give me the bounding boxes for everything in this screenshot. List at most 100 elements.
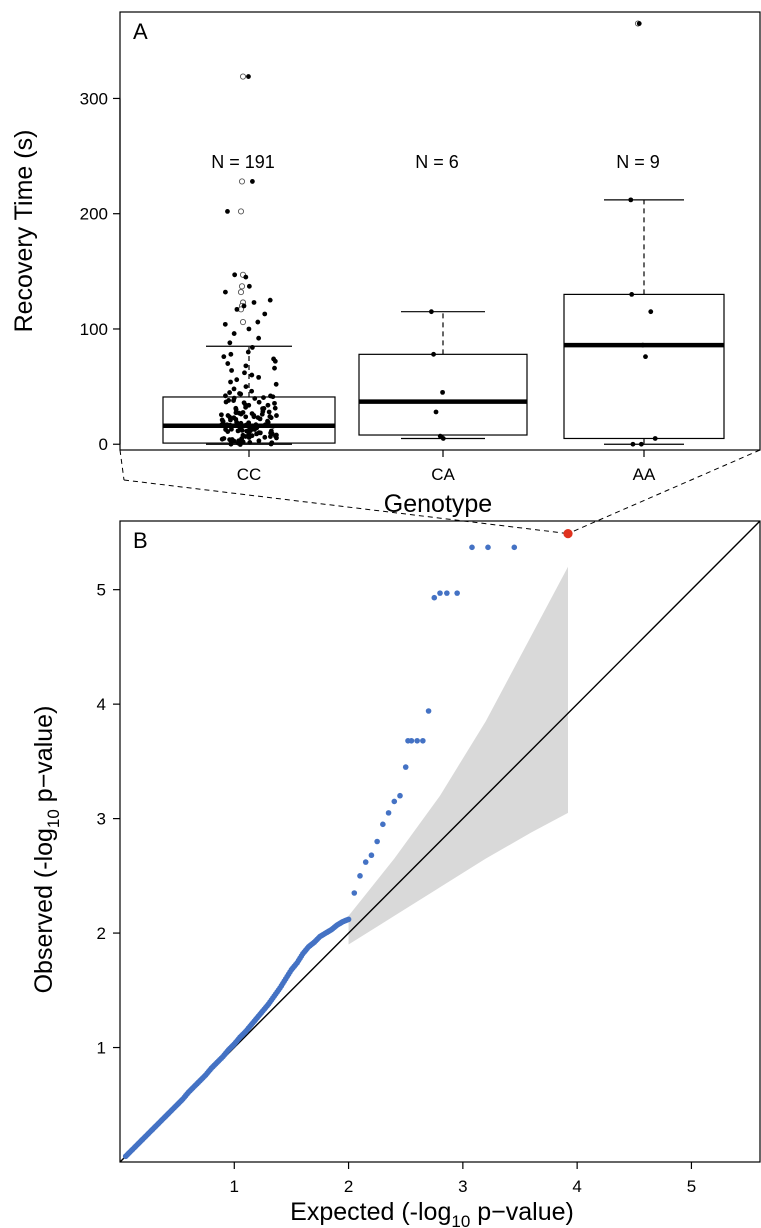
- data-point: [228, 417, 233, 423]
- qq-point: [469, 544, 475, 551]
- data-point: [221, 354, 227, 360]
- panel-a-y-tick-label: 300: [80, 89, 108, 108]
- data-point: [257, 430, 263, 436]
- connector-right: [567, 449, 761, 535]
- panel-a-x-tick-label: AA: [633, 465, 656, 484]
- data-point: [225, 361, 231, 366]
- qq-point: [431, 594, 438, 601]
- data-point: [638, 441, 644, 447]
- data-point: [243, 384, 249, 390]
- data-point: [245, 349, 251, 355]
- data-point: [232, 272, 238, 278]
- box-ca: [358, 311, 528, 440]
- data-point: [247, 439, 253, 445]
- data-point: [241, 303, 247, 309]
- panel-b-y-tick-label: 1: [97, 1039, 106, 1058]
- panel-a-x-axis: CC CA AA: [237, 450, 656, 484]
- data-point: [222, 289, 228, 295]
- data-point: [652, 436, 658, 441]
- panel-b-x-tick-label: 4: [572, 1177, 581, 1196]
- panel-a-letter: A: [133, 19, 148, 44]
- data-point: [255, 415, 261, 421]
- qq-point: [420, 737, 426, 744]
- data-point: [235, 428, 241, 434]
- data-point: [643, 354, 648, 360]
- data-point: [231, 331, 237, 336]
- data-point: [249, 372, 255, 378]
- data-point: [270, 423, 276, 429]
- panel-a-boxplot: A 0 100 200 300 CC CA AA N = 191 N = 6 N = 9 Re…: [10, 11, 761, 518]
- data-point: [242, 370, 247, 376]
- data-point: [228, 351, 234, 357]
- panel-a-y-axis-title: Recovery Time (s): [10, 130, 38, 333]
- box-aa: [563, 199, 725, 445]
- data-point: [231, 415, 237, 421]
- data-point: [233, 410, 239, 416]
- data-point: [243, 274, 249, 280]
- outlier-point: [238, 283, 246, 290]
- data-point: [243, 422, 249, 428]
- data-point: [231, 398, 236, 404]
- data-point: [274, 435, 279, 441]
- qq-point: [368, 852, 375, 859]
- qq-point: [408, 737, 415, 744]
- data-point: [219, 417, 225, 423]
- data-point: [630, 441, 636, 447]
- data-point: [228, 379, 233, 385]
- zoom-connector-lines: [119, 449, 761, 535]
- data-point: [272, 405, 278, 411]
- panel-a-y-tick-label: 0: [99, 435, 108, 454]
- data-point: [229, 368, 234, 373]
- data-point: [274, 413, 279, 418]
- n-label: N = 191: [211, 152, 275, 172]
- qq-point: [351, 890, 358, 896]
- panel-b-y-tick-label: 3: [97, 810, 106, 829]
- outlier-point: [238, 178, 246, 185]
- data-point: [640, 342, 646, 348]
- data-point: [228, 441, 234, 447]
- data-point: [249, 388, 255, 394]
- data-point: [246, 74, 251, 79]
- data-point: [225, 429, 231, 434]
- data-point: [231, 386, 237, 392]
- data-point: [218, 412, 224, 418]
- qq-point: [414, 737, 420, 744]
- data-point: [234, 306, 240, 312]
- data-point: [237, 442, 243, 447]
- data-point: [225, 209, 230, 214]
- data-point: [246, 283, 252, 289]
- qq-point: [485, 544, 491, 551]
- data-point: [251, 414, 257, 420]
- connector-left-b: [123, 479, 569, 535]
- data-point: [234, 377, 240, 383]
- data-point: [246, 435, 252, 440]
- data-point: [255, 319, 261, 325]
- panel-a-x-axis-title: Genotype: [384, 490, 492, 518]
- data-point: [629, 291, 635, 297]
- data-point: [251, 300, 257, 305]
- data-point: [261, 395, 266, 401]
- data-point: [249, 345, 255, 350]
- data-point: [223, 393, 228, 399]
- panel-b-y-tick-label: 2: [97, 924, 106, 943]
- qq-point: [402, 764, 409, 770]
- data-point: [262, 422, 268, 428]
- data-point: [243, 363, 249, 369]
- qq-point: [437, 590, 443, 596]
- panel-b-y-tick-label: 5: [97, 581, 106, 600]
- data-point: [272, 365, 277, 371]
- data-point: [256, 374, 262, 380]
- data-point: [256, 399, 262, 405]
- qq-point: [454, 590, 460, 596]
- data-point: [440, 436, 446, 441]
- data-point: [259, 411, 265, 417]
- panel-a-y-tick-label: 100: [80, 320, 108, 339]
- data-point: [231, 438, 237, 444]
- qq-point: [397, 792, 403, 799]
- data-point: [272, 400, 277, 406]
- panel-a-y-axis: 0 100 200 300: [80, 89, 121, 454]
- qq-point: [511, 544, 518, 551]
- data-point: [254, 431, 259, 437]
